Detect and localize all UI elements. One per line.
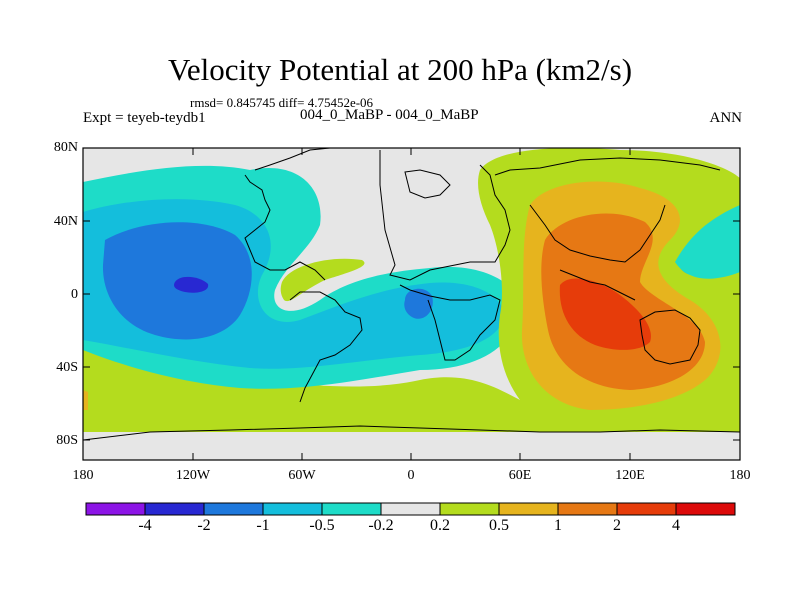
edge-orange-sliver xyxy=(83,390,88,410)
colorbar-label: 0.5 xyxy=(489,517,509,534)
colorbar-swatch xyxy=(557,502,618,516)
x-tick-label: 120W xyxy=(175,468,211,483)
x-tick-label: 180 xyxy=(729,468,751,483)
colorbar-label: -2 xyxy=(197,517,211,534)
rmsd-stats: rmsd= 0.845745 diff= 4.75452e-06 xyxy=(190,95,374,110)
y-tick-label: 80S xyxy=(56,433,78,448)
x-tick-label: 0 xyxy=(407,468,415,483)
case-subtitle: 004_0_MaBP - 004_0_MaBP xyxy=(300,107,479,123)
colorbar-label: -0.2 xyxy=(368,517,394,534)
colorbar-label: 4 xyxy=(672,517,680,534)
y-tick-label: 40S xyxy=(56,360,78,375)
coastline-north-america xyxy=(244,148,331,281)
coastlines xyxy=(83,148,740,441)
colorbar-swatch xyxy=(616,502,677,516)
colorbar-label: -4 xyxy=(138,517,152,534)
colorbar-swatch xyxy=(675,502,736,516)
coastline-antarctica xyxy=(83,425,740,441)
west-darkblue-cell xyxy=(174,276,209,293)
x-tick-label: 60W xyxy=(288,468,316,483)
colorbar-label: 0.2 xyxy=(430,517,450,534)
east-aqua-wedge xyxy=(675,205,740,279)
coastline-south-america xyxy=(289,291,363,403)
y-tick-label: 80N xyxy=(53,140,78,155)
y-tick-label: 40N xyxy=(53,214,78,229)
tick-marks xyxy=(83,147,740,460)
map-title: Velocity Potential at 200 hPa (km2/s) xyxy=(167,52,633,87)
coastline-europe-africa xyxy=(379,150,511,281)
colorbar-label: 2 xyxy=(613,517,621,534)
colorbar-swatch xyxy=(262,502,323,516)
colorbar-label: -0.5 xyxy=(309,517,335,534)
coastline-asia xyxy=(494,157,721,263)
season-label: ANN xyxy=(709,110,743,126)
bottom-grey-band xyxy=(83,432,740,460)
colorbar-swatch xyxy=(439,502,500,516)
colorbar-label: -1 xyxy=(256,517,270,534)
pacific-green-blob xyxy=(280,258,365,302)
colorbar-label: 1 xyxy=(554,517,562,534)
coastline-australia xyxy=(639,309,701,365)
coastline-greenland xyxy=(404,169,451,199)
colorbar xyxy=(85,502,736,516)
coastline-africa-south xyxy=(399,284,501,361)
contour-field xyxy=(83,148,740,460)
colorbar-swatch xyxy=(380,502,441,516)
colorbar-swatch xyxy=(498,502,559,516)
experiment-label: Expt = teyeb-teydb1 xyxy=(83,110,206,126)
colorbar-swatch xyxy=(85,502,146,516)
x-tick-label: 60E xyxy=(508,468,532,483)
southern-green-band xyxy=(83,345,740,460)
colorbar-swatch xyxy=(203,502,264,516)
east-red-region xyxy=(559,278,651,350)
colorbar-swatch xyxy=(144,502,205,516)
x-tick-label: 120E xyxy=(615,468,645,483)
colorbar-swatch xyxy=(321,502,382,516)
x-tick-label: 180 xyxy=(72,468,94,483)
atlantic-blue-cell xyxy=(404,288,433,319)
y-tick-label: 0 xyxy=(71,287,78,302)
coastline-se-asia xyxy=(559,269,636,301)
